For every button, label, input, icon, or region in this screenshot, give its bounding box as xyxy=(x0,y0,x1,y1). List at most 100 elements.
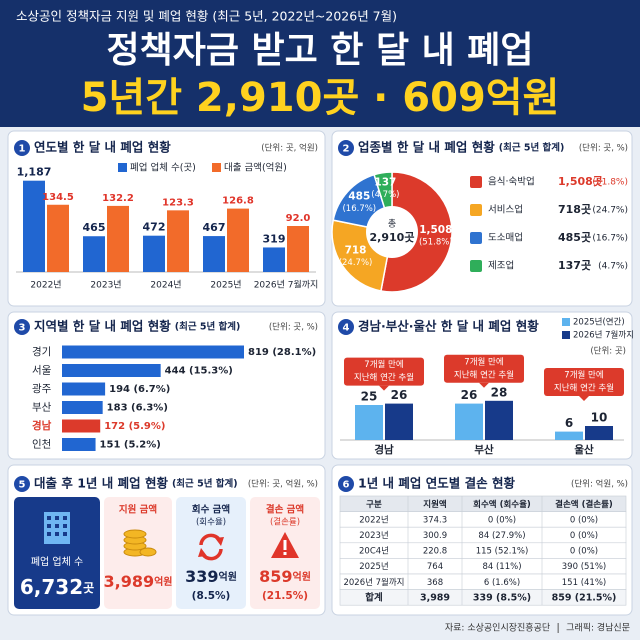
legend-icon xyxy=(470,204,482,216)
panel-title: 경남·부산·울산 한 달 내 폐업 현황 xyxy=(358,319,539,334)
data-label: 472 xyxy=(143,221,166,234)
card-title: 폐업 업체 수 xyxy=(31,555,83,568)
table-cell: 84 (11%) xyxy=(482,562,521,572)
annotation: 지난해 연간 추월 xyxy=(454,369,514,380)
panel-subtitle: (최근 5년 합계) xyxy=(175,321,241,333)
legend-percent: (51.8%) xyxy=(592,178,628,188)
y-tick-label: 경남 xyxy=(32,419,52,432)
card-note: (결손률) xyxy=(270,517,300,528)
annotation-pointer xyxy=(379,385,389,391)
unit-label: (단위: 곳, 억원) xyxy=(261,143,318,154)
y-tick-label: 서울 xyxy=(32,365,52,377)
footer-source: 자료: 소상공인시장진흥공단 xyxy=(445,622,550,634)
bar xyxy=(107,205,129,272)
building-window xyxy=(55,524,59,528)
slice-percent: (51.8%) xyxy=(419,238,453,248)
table-header: 구분 xyxy=(366,500,382,510)
legend-label: 폐업 업체 수(곳) xyxy=(130,162,196,174)
building-window xyxy=(55,516,59,520)
slice-percent: (4.7%) xyxy=(371,190,399,200)
data-label: 319 xyxy=(263,232,286,245)
legend-percent: (4.7%) xyxy=(598,262,628,272)
table-cell: 2026년 7월까지 xyxy=(343,577,404,588)
table-cell: 339 (8.5%) xyxy=(473,592,531,603)
y-tick-label: 인천 xyxy=(32,439,51,451)
bar xyxy=(485,400,513,440)
data-label: 183 (6.3%) xyxy=(107,403,168,414)
table-header: 회수액 (회수율) xyxy=(473,499,531,510)
coin-icon xyxy=(139,547,157,557)
annotation: 지난해 연간 추월 xyxy=(554,383,614,394)
data-label: 467 xyxy=(203,221,226,234)
coin-icon xyxy=(123,529,147,539)
unit-label: (단위: 곳, %) xyxy=(579,143,628,154)
bar xyxy=(167,210,189,272)
section-number: 5 xyxy=(19,480,26,491)
table-cell: 300.9 xyxy=(423,531,447,541)
bar xyxy=(62,382,106,396)
data-label: 132.2 xyxy=(102,193,134,204)
slice-percent: (16.7%) xyxy=(342,204,376,214)
legend-label: 제조업 xyxy=(488,260,514,272)
data-label: 172 (5.9%) xyxy=(104,421,165,432)
card-title: 지원 금액 xyxy=(119,504,157,516)
card-number: 6,732 xyxy=(20,575,83,599)
legend-value: 1,508곳 xyxy=(558,175,603,188)
bar xyxy=(227,208,249,272)
table-cell: 84 (27.9%) xyxy=(478,531,525,541)
bar xyxy=(47,204,69,272)
building-window xyxy=(55,532,59,536)
bar xyxy=(62,419,101,433)
legend-swatch xyxy=(562,331,570,339)
card-number: 859 xyxy=(259,567,292,586)
building-window xyxy=(47,516,51,520)
annotation-pointer xyxy=(479,382,489,388)
table-cell: 0 (0%) xyxy=(570,547,598,557)
x-tick-label: 부산 xyxy=(474,443,494,456)
slice-label: 718 xyxy=(345,245,367,257)
x-tick-label: 2023년 xyxy=(90,280,121,291)
table-cell: 859 (21.5%) xyxy=(552,592,617,603)
data-label: 151 (5.2%) xyxy=(100,440,161,451)
y-tick-label: 경기 xyxy=(32,345,51,358)
unit-label: (단위: 곳) xyxy=(590,346,626,357)
annotation: 7개월 만에 xyxy=(364,359,403,370)
annotation-box xyxy=(344,357,424,386)
center-label: 총 xyxy=(388,219,396,230)
section-badge xyxy=(14,476,30,492)
table-cell: 0 (0%) xyxy=(570,515,598,525)
header-subtitle: 소상공인 정책자금 지원 및 폐업 현황 (최근 5년, 2022년~2026년… xyxy=(16,9,397,24)
bar xyxy=(62,438,96,451)
legend-label: 2026년 7월까지 xyxy=(573,330,634,341)
x-tick-label: 울산 xyxy=(574,443,594,456)
table-cell: 2022년 xyxy=(359,514,388,525)
table-cell: 2023년 xyxy=(359,530,388,541)
x-tick-label: 2026년 7월까지 xyxy=(254,279,319,291)
bar xyxy=(23,180,45,272)
data-label: 819 (28.1%) xyxy=(248,347,316,358)
slice-label: 1,508 xyxy=(419,224,452,236)
card-title: 회수 금액 xyxy=(192,504,230,516)
unit-label: (단위: 억원, %) xyxy=(571,479,628,490)
data-label: 25 xyxy=(361,390,378,404)
table-cell: 0 (0%) xyxy=(570,531,598,541)
building-window xyxy=(47,532,51,536)
section-number: 6 xyxy=(343,480,350,491)
center-value: 2,910곳 xyxy=(370,231,415,244)
section-badge xyxy=(338,476,354,492)
data-label: 134.5 xyxy=(42,192,74,203)
bar xyxy=(385,403,413,440)
table-cell: 374.3 xyxy=(423,515,447,525)
annotation-box xyxy=(444,354,524,383)
section-badge xyxy=(14,140,30,156)
data-label: 126.8 xyxy=(222,196,254,207)
legend-label: 도소매업 xyxy=(488,232,523,244)
header-band xyxy=(0,0,640,127)
card-title: 결손 금액 xyxy=(266,504,304,516)
x-tick-label: 경남 xyxy=(374,443,394,456)
x-tick-label: 2024년 xyxy=(150,280,181,291)
table-cell: 115 (52.1%) xyxy=(476,547,529,557)
refresh-arrow xyxy=(198,537,224,557)
card-rate: (8.5%) xyxy=(192,590,231,602)
panel-title: 업종별 한 달 내 폐업 현황 xyxy=(358,140,495,155)
